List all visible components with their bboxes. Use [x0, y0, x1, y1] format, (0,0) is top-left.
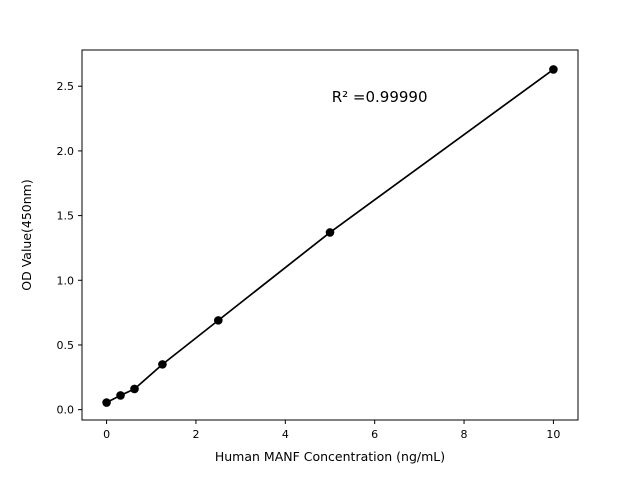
y-ticks: 0.0 0.5 1.0 1.5 2.0 2.5 [57, 80, 82, 417]
svg-text:10: 10 [546, 428, 560, 441]
r-squared-annotation: R² =0.99990 [332, 88, 428, 106]
svg-text:8: 8 [461, 428, 468, 441]
svg-text:2: 2 [192, 428, 199, 441]
svg-text:0: 0 [103, 428, 110, 441]
svg-text:2.5: 2.5 [57, 80, 75, 93]
svg-text:0.5: 0.5 [57, 339, 75, 352]
data-point [130, 384, 139, 394]
svg-text:4: 4 [282, 428, 289, 441]
data-point [102, 398, 111, 407]
y-axis-label: OD Value(450nm) [19, 179, 34, 290]
data-point [158, 360, 167, 369]
data-point [549, 65, 558, 74]
plot-border [81, 49, 579, 421]
svg-text:2.0: 2.0 [57, 145, 75, 158]
svg-text:0.0: 0.0 [57, 404, 75, 417]
x-ticks: 0 2 4 6 8 10 [103, 420, 560, 441]
data-point [213, 316, 223, 325]
data-point [325, 228, 335, 237]
svg-text:1.0: 1.0 [57, 274, 75, 287]
data-point [116, 391, 125, 400]
x-axis-label: Human MANF Concentration (ng/mL) [215, 449, 445, 464]
svg-text:1.5: 1.5 [57, 210, 75, 223]
data-series [102, 65, 558, 407]
svg-text:6: 6 [371, 428, 378, 441]
